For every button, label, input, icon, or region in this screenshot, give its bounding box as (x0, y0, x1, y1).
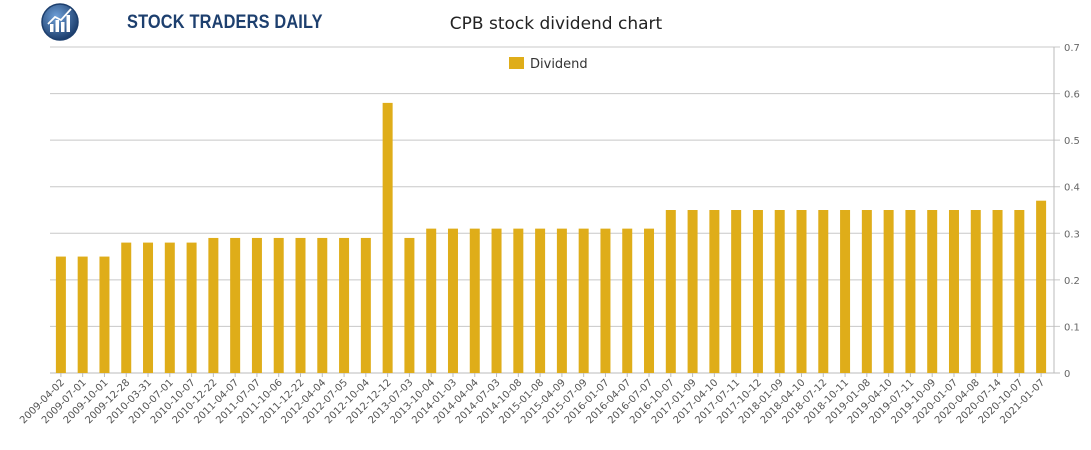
bar[interactable] (121, 242, 132, 373)
bar[interactable] (230, 237, 241, 373)
bar[interactable] (927, 210, 938, 373)
bar[interactable] (469, 228, 480, 373)
bar[interactable] (1036, 200, 1047, 373)
y-tick-label: 0.2 (1064, 276, 1080, 287)
y-tick-label: 0.1 (1064, 322, 1080, 333)
bar[interactable] (339, 237, 350, 373)
brand-name: STOCK TRADERS DAILY (127, 12, 323, 33)
bar[interactable] (251, 237, 262, 373)
bar[interactable] (644, 228, 655, 373)
bar[interactable] (774, 210, 785, 373)
bar[interactable] (186, 242, 197, 373)
bar[interactable] (513, 228, 524, 373)
bar[interactable] (992, 210, 1003, 373)
y-tick-label: 0.5 (1064, 136, 1080, 147)
y-tick-label: 0.3 (1064, 229, 1080, 240)
bar[interactable] (360, 237, 371, 373)
bar[interactable] (447, 228, 458, 373)
bar[interactable] (731, 210, 742, 373)
y-tick-label: 0.6 (1064, 90, 1080, 101)
globe-chart-icon (41, 3, 79, 41)
legend-swatch (509, 57, 524, 69)
brand-logo[interactable]: STOCK TRADERS DAILY (40, 2, 323, 42)
x-axis: 2009-04-022009-07-012009-10-012009-12-28… (18, 373, 1047, 426)
bar[interactable] (600, 228, 611, 373)
bar[interactable] (796, 210, 807, 373)
bar[interactable] (491, 228, 502, 373)
bar[interactable] (295, 237, 306, 373)
bar[interactable] (948, 210, 959, 373)
bar[interactable] (404, 237, 415, 373)
bar[interactable] (709, 210, 720, 373)
bar[interactable] (164, 242, 175, 373)
bar[interactable] (208, 237, 219, 373)
bar[interactable] (665, 210, 676, 373)
bar[interactable] (426, 228, 437, 373)
bar[interactable] (687, 210, 698, 373)
bar[interactable] (143, 242, 154, 373)
bar[interactable] (535, 228, 546, 373)
y-tick-label: 0.7 (1064, 43, 1080, 54)
y-tick-label: 0 (1064, 369, 1070, 380)
bar[interactable] (905, 210, 916, 373)
bar[interactable] (55, 256, 66, 373)
bar[interactable] (382, 102, 393, 373)
bar[interactable] (861, 210, 872, 373)
chart-legend[interactable]: Dividend (509, 57, 588, 72)
bar[interactable] (883, 210, 894, 373)
bar[interactable] (818, 210, 829, 373)
bar[interactable] (77, 256, 88, 373)
bar[interactable] (317, 237, 328, 373)
bar[interactable] (99, 256, 110, 373)
bar[interactable] (752, 210, 763, 373)
bars (55, 102, 1047, 373)
bar[interactable] (840, 210, 851, 373)
chart-title: CPB stock dividend chart (450, 14, 663, 34)
y-axis: 0 0.1 0.2 0.3 0.4 0.5 0.6 0.7 (1064, 43, 1080, 380)
legend-label: Dividend (530, 57, 588, 72)
bar[interactable] (556, 228, 567, 373)
bar[interactable] (1014, 210, 1025, 373)
bar[interactable] (622, 228, 633, 373)
y-tick-label: 0.4 (1064, 183, 1080, 194)
bar[interactable] (578, 228, 589, 373)
bar[interactable] (273, 237, 284, 373)
bar[interactable] (970, 210, 981, 373)
